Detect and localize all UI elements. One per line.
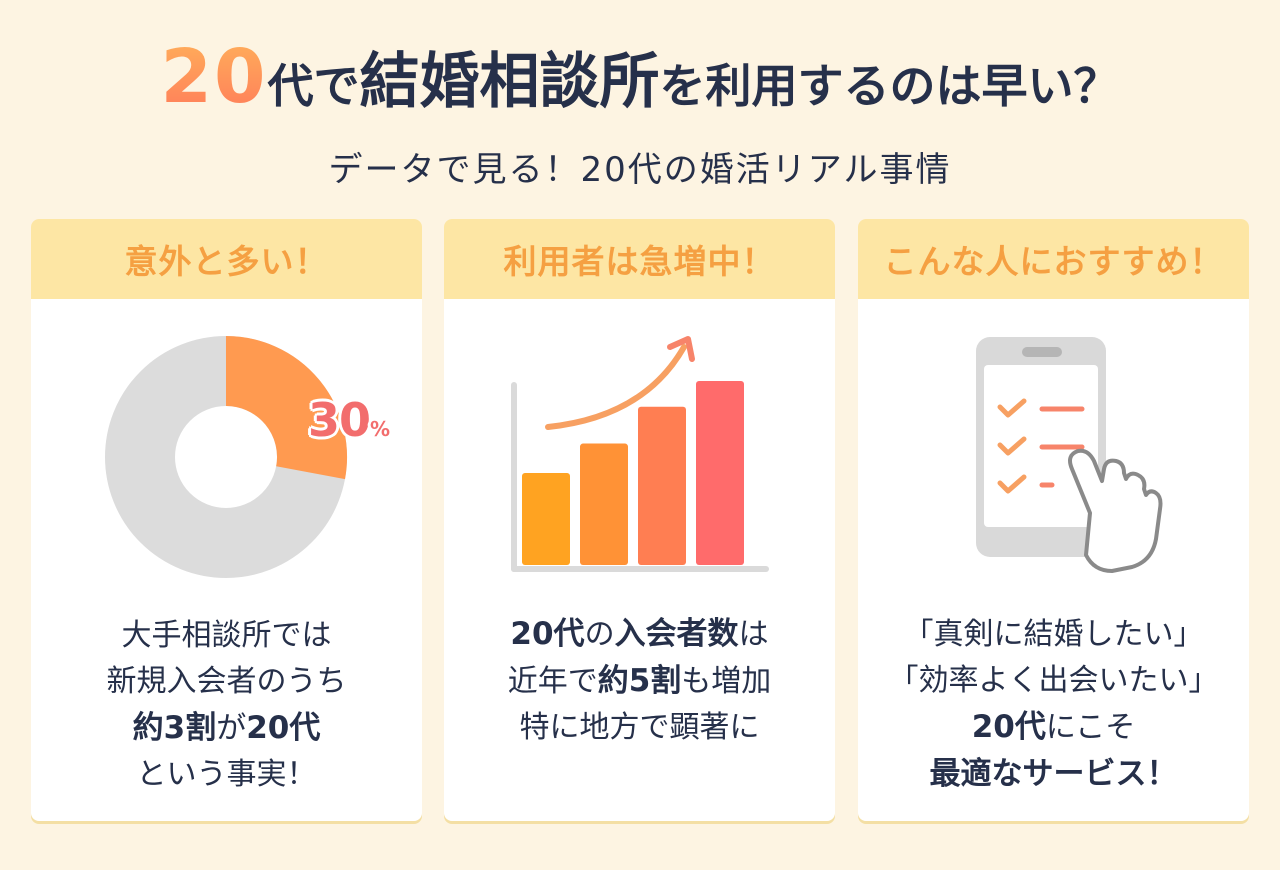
card-body-text: 20代の入会者数は 近年で約5割も増加 特に地方で顕著に — [444, 611, 835, 751]
title-part-3: を利用するのは早い？ — [659, 59, 1120, 113]
body-line: 特に地方で顕著に — [444, 705, 835, 751]
body-line: 最適なサービス！ — [858, 751, 1249, 798]
body-line: 大手相談所では — [31, 613, 422, 659]
title-part-1: 代で — [267, 59, 360, 113]
body-text-bold: 約3割 — [132, 710, 217, 746]
card-body-text: 「真剣に結婚したい」 「効率よく出会いたい」 20代にこそ最適なサービス！ — [858, 612, 1249, 798]
bar-chart-illustration — [511, 336, 769, 572]
body-line: 「効率よく出会いたい」 — [858, 658, 1249, 704]
body-text: 新規入会者のうち — [106, 664, 347, 699]
donut-segment-30 — [224, 336, 348, 480]
body-line: 20代にこそ — [858, 704, 1249, 751]
body-text-bold: 20代 — [510, 616, 585, 652]
card-recommend: こんな人におすすめ！ 「真剣に結婚したい」 「効率よく出会いたい」 20代にこそ最適… — [858, 219, 1249, 821]
body-text: 近年で — [507, 664, 598, 699]
card-heading: 利用者は急増中！ — [444, 219, 835, 299]
pointing-hand-icon — [1068, 448, 1163, 573]
bar-1 — [522, 473, 570, 565]
body-line: 新規入会者のうち — [31, 659, 422, 705]
speaker-slot — [1022, 347, 1062, 357]
checkmark-icon — [997, 398, 1027, 418]
body-line: 近年で約5割も増加 — [444, 658, 835, 705]
body-text: という事実！ — [136, 757, 317, 792]
body-line: 約3割が20代 — [31, 705, 422, 752]
body-text: 「真剣に結婚したい」 — [903, 617, 1204, 652]
checkmark-icon — [997, 436, 1027, 456]
trend-arrow-icon — [545, 344, 687, 430]
page-subtitle: データで見る！20代の婚活リアル事情 — [328, 150, 952, 190]
card-growth: 利用者は急増中！ 20代の入会者数は 近年で約5割も増加 特に地方で顕著に — [444, 219, 835, 821]
percent-label: 30% — [308, 393, 391, 447]
body-text-bold: 約5割 — [597, 663, 682, 699]
card-popular: 意外と多い！ 30% 大手相談所では 新規入会者のうち約3割が20代という事実！ — [31, 219, 422, 821]
bar-2 — [580, 443, 628, 565]
body-text: 「効率よく出会いたい」 — [888, 663, 1219, 698]
body-text: 特に地方で顕著に — [519, 710, 760, 745]
body-text: の — [584, 617, 615, 652]
checkmark-icon — [997, 474, 1027, 494]
card-heading: 意外と多い！ — [31, 219, 422, 299]
body-text-bold: 20代 — [246, 710, 321, 746]
title-part-2: 結婚相談所 — [359, 47, 660, 117]
body-line: という事実！ — [31, 752, 422, 798]
title-number: 20 — [160, 34, 268, 120]
body-text-bold: 入会者数 — [614, 616, 739, 652]
bar-3 — [638, 406, 686, 565]
bar-4 — [696, 381, 744, 565]
page-title: 20代で結婚相談所を利用するのは早い？ — [0, 40, 1280, 114]
body-line: 20代の入会者数は — [444, 611, 835, 658]
body-line: 「真剣に結婚したい」 — [858, 612, 1249, 658]
body-text: は — [738, 617, 769, 652]
body-text: にこそ — [1045, 710, 1136, 745]
smartphone-illustration — [976, 337, 1163, 573]
arrow-head-icon — [667, 336, 695, 362]
body-text-bold: 20代 — [971, 709, 1046, 745]
body-text-bold: 最適なサービス！ — [929, 756, 1178, 792]
body-text: が — [216, 711, 247, 746]
body-text: も増加 — [681, 664, 772, 699]
card-heading: こんな人におすすめ！ — [858, 219, 1249, 299]
donut-chart — [105, 336, 348, 578]
body-text: 大手相談所では — [121, 618, 332, 653]
card-body-text: 大手相談所では 新規入会者のうち約3割が20代という事実！ — [31, 613, 422, 798]
